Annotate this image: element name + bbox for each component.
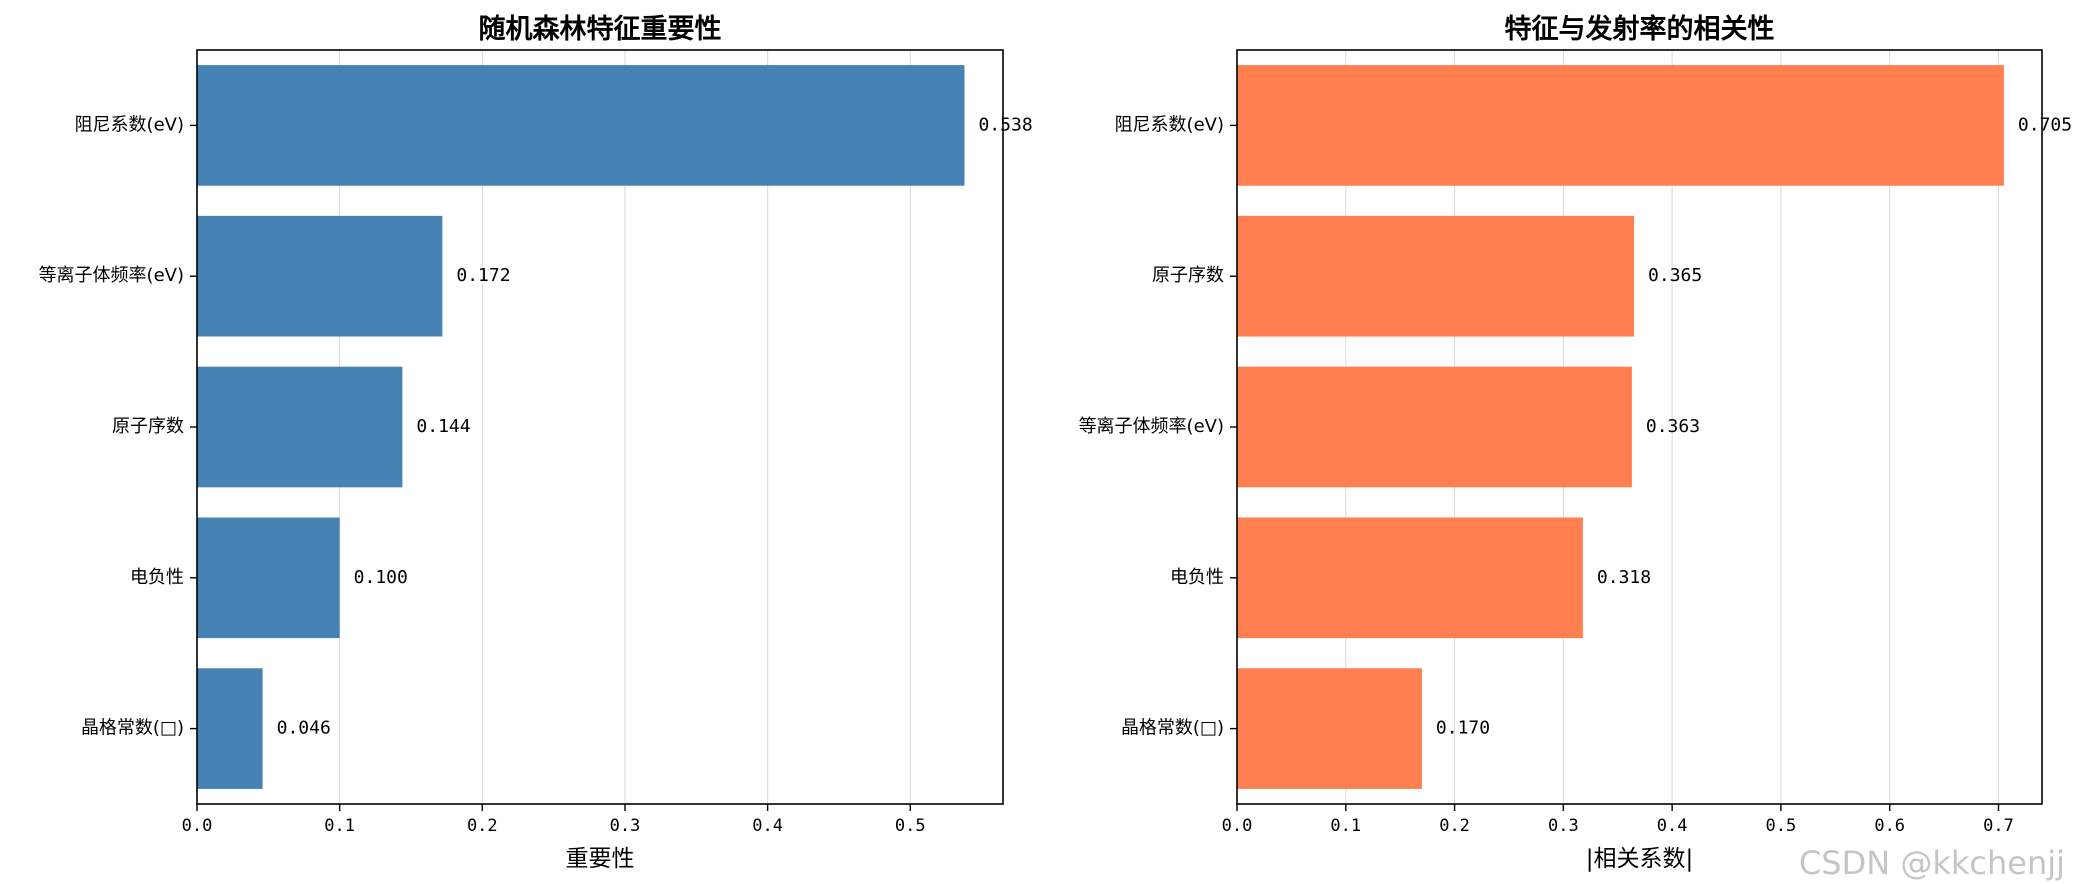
- watermark-text: CSDN @kkchenjj: [1798, 844, 2065, 882]
- bar: [1237, 366, 1632, 488]
- bar: [197, 65, 965, 186]
- category-label: 晶格常数(□): [81, 718, 184, 739]
- data-label: 0.100: [354, 567, 408, 588]
- chart-title: 特征与发射率的相关性: [1505, 13, 1775, 45]
- x-tick-label: 0.6: [1874, 816, 1905, 836]
- data-label: 0.172: [456, 265, 510, 286]
- data-label: 0.538: [978, 114, 1032, 135]
- bar: [197, 668, 263, 789]
- plot-frame: [196, 49, 1004, 805]
- bar: [1237, 668, 1422, 789]
- category-label: 原子序数: [112, 416, 184, 437]
- chart-correlation: 阻尼系数(eV) 0.705 原子序数 0.365 等离子体频率(eV) 0.363 电负性…: [1079, 13, 2073, 872]
- data-label: 0.046: [277, 718, 331, 739]
- category-label: 原子序数: [1152, 265, 1224, 286]
- category-label: 等离子体频率(eV): [39, 265, 184, 286]
- data-label: 0.363: [1646, 416, 1700, 437]
- bar: [1237, 215, 1635, 337]
- chart-title: 随机森林特征重要性: [479, 14, 722, 45]
- x-tick-label: 0.3: [1548, 816, 1579, 836]
- x-tick-label: 0.4: [752, 816, 783, 836]
- x-tick-label: 0.2: [467, 816, 498, 836]
- data-label: 0.318: [1597, 567, 1651, 588]
- x-tick-label: 0.5: [895, 816, 926, 836]
- x-tick-label: 0.1: [1330, 816, 1361, 836]
- bar: [197, 517, 340, 639]
- category-label: 电负性: [1170, 567, 1224, 588]
- x-tick-label: 0.5: [1766, 816, 1797, 836]
- category-label: 电负性: [130, 567, 184, 588]
- data-label: 0.365: [1648, 265, 1702, 286]
- bar: [1237, 65, 2004, 186]
- chart-feature-importance: 阻尼系数(eV) 0.538 等离子体频率(eV) 0.172 原子序数 0.144 电负性…: [39, 14, 1033, 872]
- bar: [197, 366, 403, 488]
- bar: [1237, 517, 1583, 639]
- x-tick-label: 0.4: [1657, 816, 1688, 836]
- bar: [197, 215, 443, 337]
- x-axis-label: |相关系数|: [1586, 846, 1694, 872]
- plot-frame: [1236, 49, 2043, 805]
- category-label: 阻尼系数(eV): [75, 114, 184, 135]
- x-tick-label: 0.1: [324, 816, 355, 836]
- category-label: 晶格常数(□): [1121, 718, 1224, 739]
- x-tick-label: 0.0: [182, 816, 213, 836]
- category-label: 阻尼系数(eV): [1115, 114, 1224, 135]
- x-tick-label: 0.3: [610, 816, 641, 836]
- data-label: 0.705: [2018, 114, 2072, 135]
- data-label: 0.144: [416, 416, 470, 437]
- x-tick-label: 0.0: [1222, 816, 1253, 836]
- x-axis-label: 重要性: [566, 846, 635, 872]
- data-label: 0.170: [1436, 718, 1490, 739]
- x-tick-label: 0.7: [1983, 816, 2014, 836]
- x-tick-label: 0.2: [1439, 816, 1470, 836]
- category-label: 等离子体频率(eV): [1079, 416, 1224, 437]
